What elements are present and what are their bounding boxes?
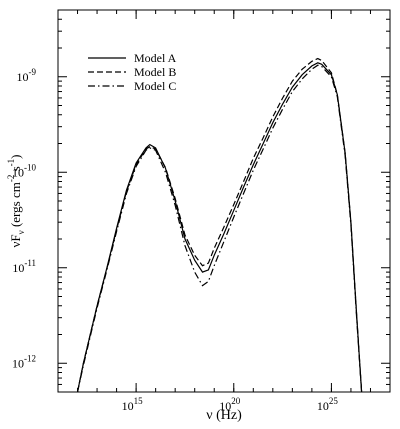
x-axis-label: ν (Hz)	[206, 408, 242, 423]
series-layer	[76, 57, 363, 393]
legend-label-model-a: Model A	[134, 51, 177, 65]
x-tick-label: 1015	[122, 396, 144, 413]
y-tick-label: 10-12	[12, 353, 36, 370]
y-tick-label: 10-9	[17, 67, 37, 84]
y-axis-label-text: νFν (ergs cm-2 s-1)	[6, 155, 26, 248]
y-axis-label: νFν (ergs cm-2 s-1)	[6, 155, 26, 248]
x-tick-label: 1025	[317, 396, 339, 413]
legend-label-model-c: Model C	[134, 79, 176, 93]
y-tick-label: 10-11	[12, 258, 36, 275]
axis-layer: 1015 1020 1025 10-12 10-11 10-10 10-9	[12, 10, 391, 413]
x-tick-label: 1020	[219, 396, 241, 413]
legend-label-model-b: Model B	[134, 65, 176, 79]
y-tick-label: 10-10	[12, 162, 36, 179]
